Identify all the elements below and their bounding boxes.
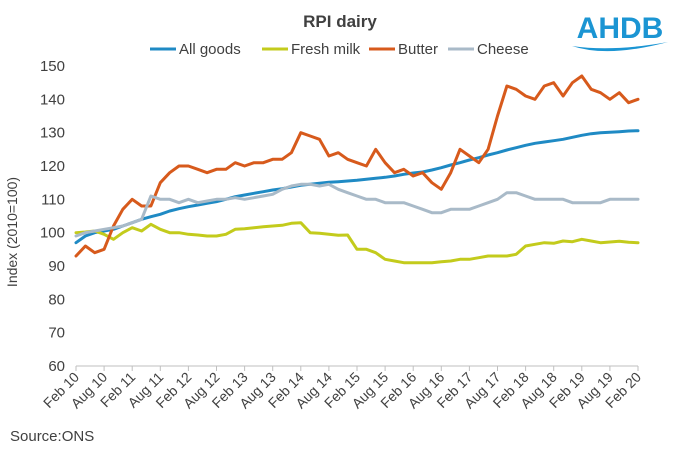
series-lines (74, 74, 640, 265)
legend: All goods Fresh milk Butter Cheese (150, 41, 529, 58)
y-axis-label: Index (2010=100) (4, 177, 20, 287)
legend-label: Butter (398, 41, 438, 58)
source-note: Source:ONS (10, 428, 95, 445)
legend-label: Cheese (477, 41, 529, 58)
chart-title: RPI dairy (303, 12, 377, 31)
series-line-all-goods (74, 129, 640, 245)
y-axis-ticks: 60 70 80 90 100 110 120 130 140 150 (40, 58, 65, 375)
ahdb-logo-text: AHDB (577, 12, 664, 45)
y-tick-label: 70 (48, 325, 65, 342)
legend-label: Fresh milk (291, 41, 361, 58)
series-line-cheese (74, 182, 640, 238)
y-tick-label: 90 (48, 258, 65, 275)
y-tick-label: 80 (48, 291, 65, 308)
y-tick-label: 100 (40, 225, 65, 242)
y-tick-label: 60 (48, 358, 65, 375)
series-line-fresh-milk (74, 221, 640, 265)
series-line-butter (74, 74, 640, 258)
legend-label: All goods (179, 41, 241, 58)
y-tick-label: 120 (40, 158, 65, 175)
ahdb-logo: AHDB (572, 12, 668, 52)
y-tick-label: 110 (41, 191, 65, 208)
y-tick-label: 130 (40, 125, 65, 142)
y-tick-label: 150 (40, 58, 65, 75)
y-tick-label: 140 (40, 91, 65, 108)
